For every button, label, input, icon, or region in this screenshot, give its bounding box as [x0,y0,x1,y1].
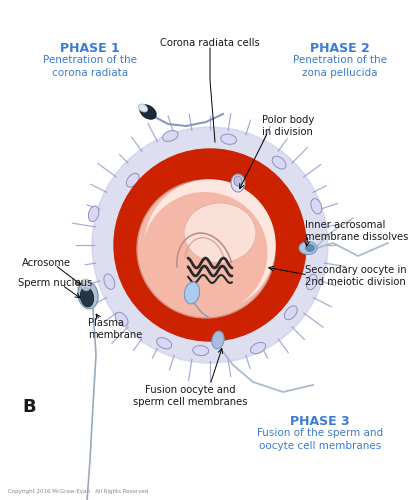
Circle shape [145,180,275,310]
Ellipse shape [234,176,242,186]
Ellipse shape [251,342,266,353]
Ellipse shape [138,104,148,112]
Ellipse shape [231,174,245,192]
Text: Fusion oocyte and
sperm cell membranes: Fusion oocyte and sperm cell membranes [133,385,247,407]
Text: Penetration of the
corona radiata: Penetration of the corona radiata [43,55,137,78]
Text: PHASE 1: PHASE 1 [60,42,120,55]
Ellipse shape [305,244,315,252]
Circle shape [92,127,328,363]
Ellipse shape [126,173,139,187]
Ellipse shape [272,156,286,169]
Ellipse shape [311,198,322,214]
Ellipse shape [137,180,275,318]
Ellipse shape [89,206,99,222]
Ellipse shape [184,282,200,304]
Ellipse shape [284,306,297,320]
Ellipse shape [163,130,178,141]
Circle shape [114,149,306,341]
Ellipse shape [142,192,268,314]
Ellipse shape [221,134,237,144]
Ellipse shape [104,274,115,289]
Ellipse shape [157,338,172,349]
Text: Inner acrosomal
membrane dissolves: Inner acrosomal membrane dissolves [305,220,408,242]
Text: B: B [22,398,35,416]
Text: PHASE 2: PHASE 2 [310,42,370,55]
Text: Penetration of the
zona pellucida: Penetration of the zona pellucida [293,55,387,78]
Text: Copyright 2016 McGraw-Evan   All Rights Reserved: Copyright 2016 McGraw-Evan All Rights Re… [8,489,148,494]
Ellipse shape [140,105,156,119]
Text: Polor body
in division: Polor body in division [262,115,314,138]
Ellipse shape [80,287,93,307]
Text: Fusion of the sperm and
oocyte cell membranes: Fusion of the sperm and oocyte cell memb… [257,428,383,451]
Text: Plasma
membrane: Plasma membrane [88,318,142,340]
Ellipse shape [78,281,98,309]
Ellipse shape [193,346,209,356]
Text: PHASE 3: PHASE 3 [290,415,350,428]
Ellipse shape [306,274,317,289]
Ellipse shape [81,279,91,291]
Ellipse shape [299,242,317,254]
Ellipse shape [184,203,256,263]
Text: Corona radiata cells: Corona radiata cells [160,38,260,48]
Text: Acrosome: Acrosome [22,258,71,268]
Text: Sperm nucleus: Sperm nucleus [18,278,92,288]
Ellipse shape [212,331,224,349]
Text: Secondary oocyte in
2nd meiotic division: Secondary oocyte in 2nd meiotic division [305,265,407,287]
Ellipse shape [115,312,128,326]
